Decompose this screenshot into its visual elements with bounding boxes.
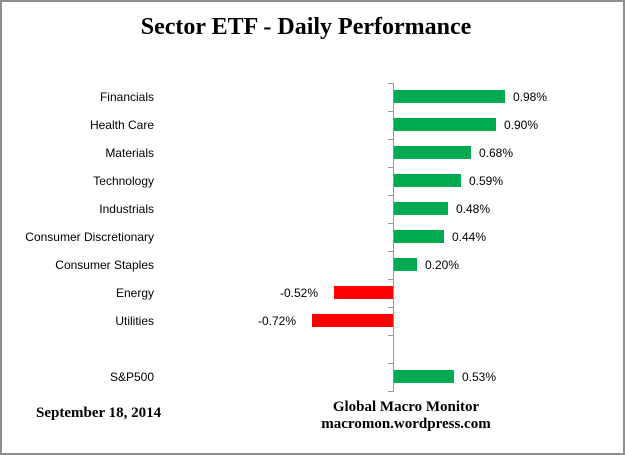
value-label: 0.98%	[513, 90, 548, 104]
value-label: 0.44%	[452, 230, 487, 244]
value-axis	[393, 83, 394, 392]
value-label: 0.90%	[504, 118, 539, 132]
bar-positive	[394, 258, 417, 271]
bar-negative	[334, 286, 393, 299]
axis-tick	[388, 363, 394, 364]
value-label: 0.59%	[469, 174, 504, 188]
bar-positive	[394, 174, 461, 187]
source-attribution: Global Macro Monitor macromon.wordpress.…	[296, 399, 516, 433]
value-label: 0.48%	[456, 202, 491, 216]
category-label: Energy	[115, 286, 154, 300]
value-label: 0.20%	[425, 258, 460, 272]
value-label: 0.53%	[462, 370, 497, 384]
axis-tick	[388, 83, 394, 84]
axis-tick	[388, 391, 394, 392]
bar-positive	[394, 230, 444, 243]
axis-tick	[388, 111, 394, 112]
category-label: S&P500	[109, 370, 154, 384]
bar-positive	[394, 146, 471, 159]
axis-tick	[388, 251, 394, 252]
axis-tick	[388, 139, 394, 140]
axis-tick	[388, 279, 394, 280]
category-label: Utilities	[115, 314, 154, 328]
bar-positive	[394, 202, 448, 215]
category-label: Consumer Discretionary	[25, 230, 154, 244]
date-label: September 18, 2014	[36, 405, 162, 421]
value-label: 0.68%	[479, 146, 514, 160]
axis-tick	[388, 167, 394, 168]
bar-negative	[312, 314, 393, 327]
value-label: -0.52%	[279, 286, 318, 300]
bar-positive	[394, 370, 454, 383]
source-name: Global Macro Monitor	[332, 399, 480, 415]
value-label: -0.72%	[257, 314, 296, 328]
category-label: Health Care	[89, 118, 154, 132]
category-label: Technology	[93, 174, 154, 188]
category-label: Financials	[99, 90, 154, 104]
chart-title: Sector ETF - Daily Performance	[140, 14, 472, 40]
source-url: macromon.wordpress.com	[321, 416, 491, 432]
category-label: Consumer Staples	[55, 258, 154, 272]
bar-positive	[394, 118, 496, 131]
axis-tick	[388, 335, 394, 336]
axis-tick	[388, 307, 394, 308]
axis-tick	[388, 223, 394, 224]
axis-tick	[388, 195, 394, 196]
bar-positive	[394, 90, 505, 103]
category-label: Industrials	[99, 202, 154, 216]
category-label: Materials	[105, 146, 154, 160]
